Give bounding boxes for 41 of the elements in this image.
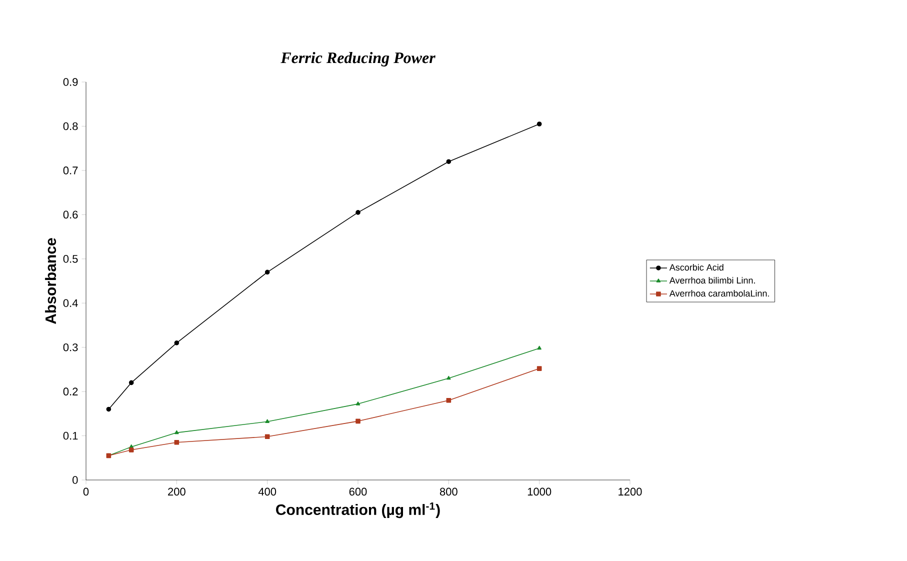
point: [356, 210, 360, 215]
legend-label: Averrhoa carambolaLinn.: [669, 290, 769, 297]
legend-label: Ascorbic Acid: [669, 264, 724, 271]
point: [265, 419, 270, 424]
y-tick-label: 0: [72, 476, 78, 484]
x-tick-label: 400: [258, 488, 276, 496]
point: [264, 434, 270, 440]
point: [446, 159, 452, 164]
y-axis-title: Absorbance: [45, 238, 56, 324]
point: [536, 366, 542, 371]
y-tick-label: 0.1: [63, 432, 78, 440]
y-tick-label: 0.6: [63, 210, 78, 219]
x-tick-label: 600: [349, 488, 367, 496]
point: [174, 340, 180, 346]
point: [537, 346, 542, 350]
y-tick-label: 0.2: [63, 388, 78, 396]
x-tick-label: 1000: [528, 488, 552, 496]
y-tick-label: 0.5: [63, 254, 78, 263]
point: [264, 270, 270, 275]
legend-label: Averrhoa bilimbi Linn.: [669, 276, 755, 284]
y-tick-label: 0.4: [63, 299, 78, 307]
x-axis-title: Concentration (µg ml$^{-1}$): [276, 502, 440, 518]
y-tick-label: 0.8: [63, 122, 78, 130]
chart-title: Ferric Reducing Power: [280, 52, 436, 66]
x-tick-label: 1200: [618, 488, 642, 496]
point: [128, 448, 134, 452]
point: [446, 376, 451, 380]
point: [356, 402, 360, 406]
point: [174, 440, 180, 445]
point: [174, 430, 179, 434]
point: [356, 418, 360, 424]
point: [446, 398, 452, 403]
y-tick-label: 0.7: [63, 166, 78, 174]
x-tick-label: 200: [168, 488, 186, 496]
x-tick-label: 0: [83, 488, 89, 496]
y-tick-label: 0.9: [63, 78, 78, 86]
point: [536, 122, 542, 126]
point: [128, 380, 134, 386]
y-tick-label: 0.3: [63, 343, 78, 352]
x-tick-label: 800: [440, 488, 458, 496]
point: [106, 406, 112, 412]
